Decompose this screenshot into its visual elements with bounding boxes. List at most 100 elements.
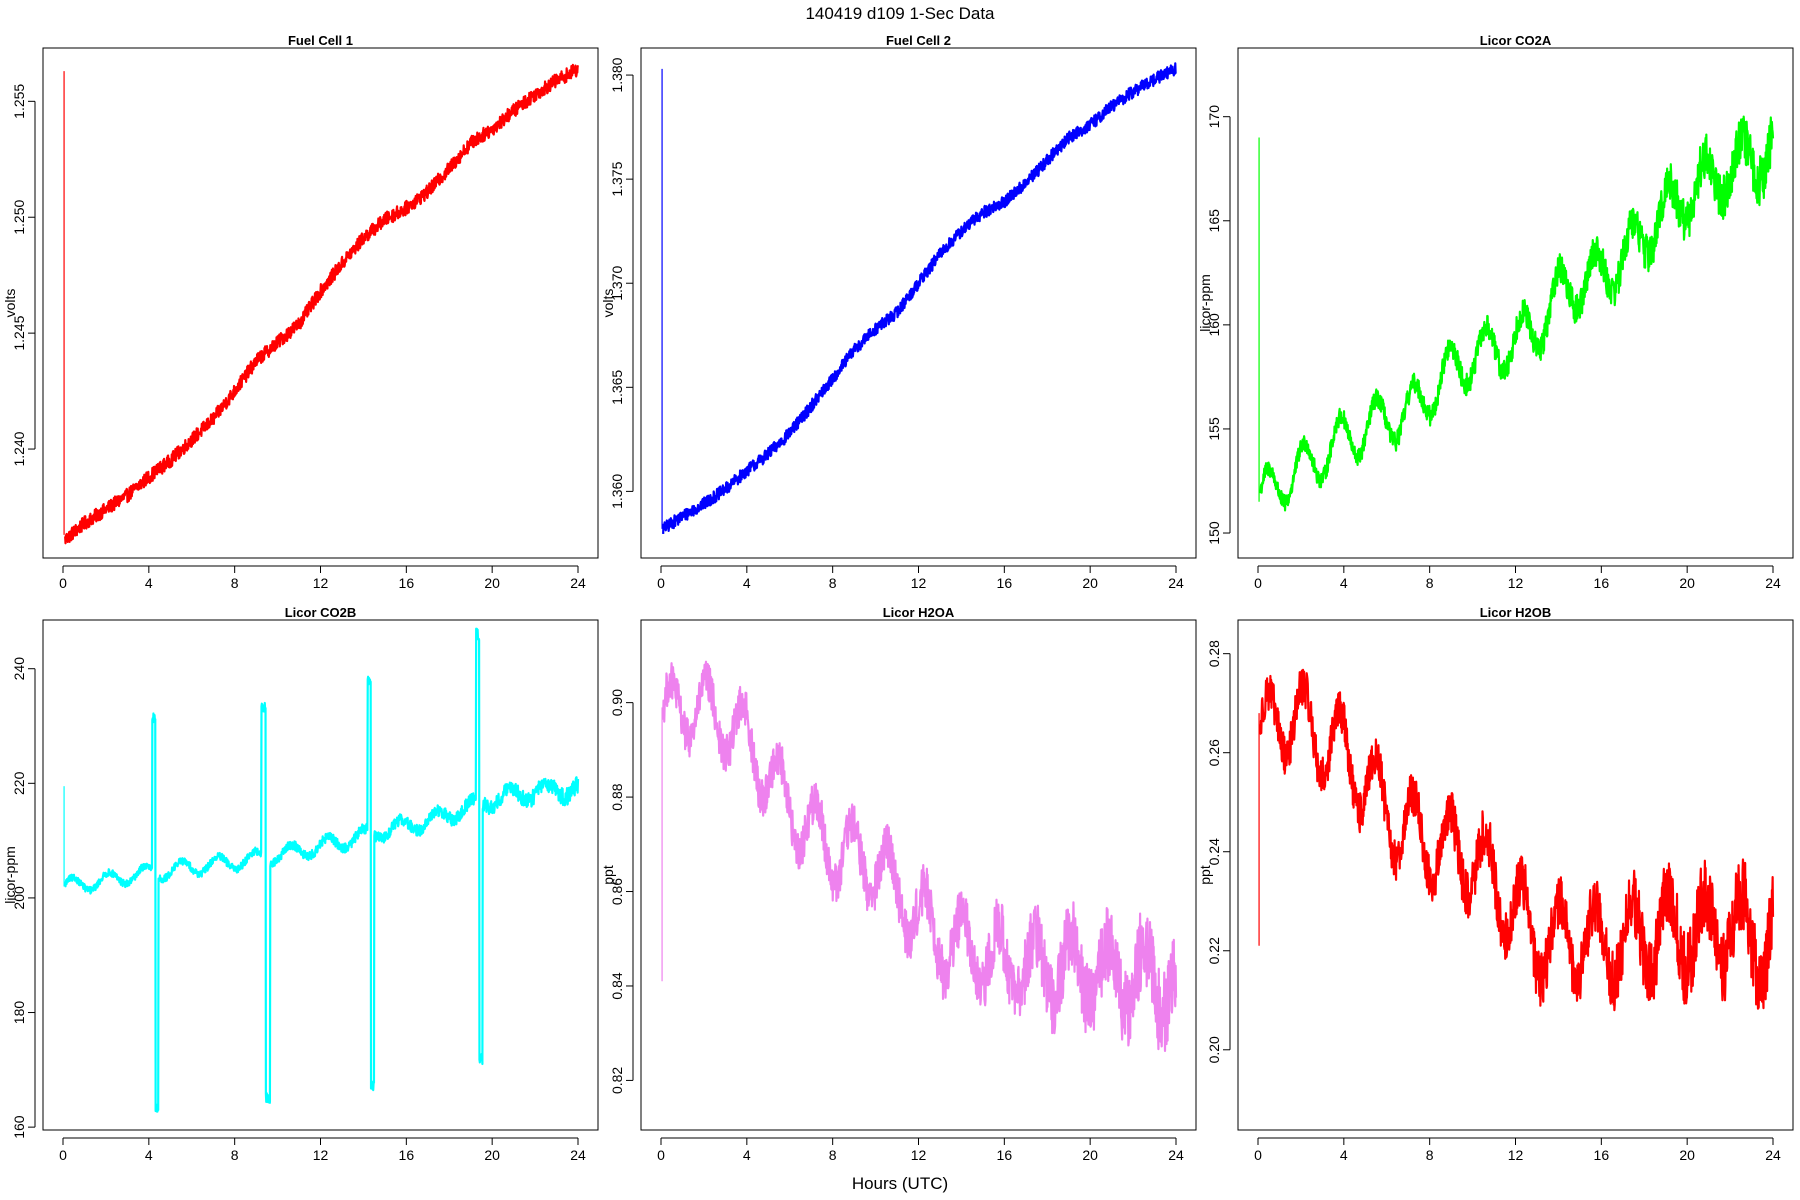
x-tick-label: 0 bbox=[59, 575, 67, 591]
x-axis: 0 4 8 12 16 20 24 bbox=[1254, 565, 1781, 591]
y-tick-label: 0.22 bbox=[1206, 937, 1222, 964]
x-tick-label: 20 bbox=[484, 1147, 500, 1163]
x-tick-label: 0 bbox=[1254, 1147, 1262, 1163]
x-tick-label: 24 bbox=[1168, 1147, 1184, 1163]
x-tick-label: 16 bbox=[997, 1147, 1013, 1163]
y-tick-label: 155 bbox=[1206, 417, 1222, 441]
y-tick-label: 150 bbox=[1206, 521, 1222, 545]
x-tick-label: 4 bbox=[743, 575, 751, 591]
panel-title: Licor CO2B bbox=[285, 605, 357, 620]
plot-frame bbox=[42, 619, 599, 1131]
series-line bbox=[662, 62, 1177, 534]
series-line bbox=[64, 627, 580, 1113]
y-axis: 150 155 160 165 170 bbox=[1206, 105, 1231, 545]
y-axis-label: ppt bbox=[600, 865, 616, 885]
series-group bbox=[63, 627, 580, 1113]
y-axis-label: ppt bbox=[1197, 865, 1213, 885]
panel-title: Fuel Cell 2 bbox=[886, 33, 951, 48]
series-line bbox=[64, 63, 580, 545]
x-tick-label: 24 bbox=[570, 575, 586, 591]
y-tick-label: 1.255 bbox=[11, 84, 27, 119]
x-tick-label: 8 bbox=[1426, 1147, 1434, 1163]
x-tick-label: 0 bbox=[657, 1147, 665, 1163]
x-tick-label: 24 bbox=[1765, 575, 1781, 591]
x-axis: 0 4 8 12 16 20 24 bbox=[59, 565, 586, 591]
y-axis: 0.20 0.22 0.24 0.26 0.28 bbox=[1206, 640, 1231, 1063]
series-line bbox=[1259, 668, 1775, 1012]
y-axis-label: licor-ppm bbox=[2, 846, 18, 904]
y-tick-label: 0.82 bbox=[609, 1067, 625, 1094]
figure-title: 140419 d109 1-Sec Data bbox=[805, 4, 995, 23]
y-tick-label: 0.26 bbox=[1206, 739, 1222, 766]
x-tick-label: 20 bbox=[1082, 575, 1098, 591]
chart-panel-6: Licor H2OB ppt 0 4 8 12 16 20 24 0.20 0.22 0.24 0.26… bbox=[1197, 605, 1794, 1163]
x-tick-label: 16 bbox=[399, 1147, 415, 1163]
x-tick-label: 8 bbox=[231, 575, 239, 591]
x-tick-label: 20 bbox=[1679, 575, 1695, 591]
x-tick-label: 4 bbox=[145, 575, 153, 591]
x-tick-label: 16 bbox=[1594, 1147, 1610, 1163]
chart-panel-5: Licor H2OA ppt 0 4 8 12 16 20 24 0.82 0.84 0.86 0.88… bbox=[600, 605, 1197, 1163]
y-axis: 160 180 200 220 240 bbox=[11, 657, 36, 1139]
plot-frame bbox=[640, 47, 1197, 559]
y-tick-label: 1.365 bbox=[609, 370, 625, 405]
x-tick-label: 20 bbox=[1082, 1147, 1098, 1163]
x-tick-label: 20 bbox=[1679, 1147, 1695, 1163]
panel-title: Licor H2OB bbox=[1480, 605, 1552, 620]
x-tick-label: 4 bbox=[743, 1147, 751, 1163]
y-tick-label: 0.84 bbox=[609, 972, 625, 999]
x-tick-label: 4 bbox=[145, 1147, 153, 1163]
y-axis-label: licor-ppm bbox=[1197, 274, 1213, 332]
plot-frame bbox=[1237, 619, 1794, 1131]
x-tick-label: 0 bbox=[657, 575, 665, 591]
x-axis: 0 4 8 12 16 20 24 bbox=[657, 565, 1184, 591]
y-tick-label: 1.250 bbox=[11, 200, 27, 235]
y-tick-label: 1.370 bbox=[609, 265, 625, 300]
y-tick-label: 160 bbox=[11, 1115, 27, 1139]
y-tick-label: 1.360 bbox=[609, 474, 625, 509]
y-axis: 0.82 0.84 0.86 0.88 0.90 bbox=[609, 689, 634, 1094]
y-tick-label: 1.380 bbox=[609, 57, 625, 92]
panel-title: Licor H2OA bbox=[883, 605, 955, 620]
x-axis: 0 4 8 12 16 20 24 bbox=[657, 1137, 1184, 1163]
x-tick-label: 20 bbox=[484, 575, 500, 591]
x-tick-label: 8 bbox=[829, 575, 837, 591]
series-line bbox=[1259, 115, 1775, 512]
x-tick-label: 4 bbox=[1340, 1147, 1348, 1163]
x-tick-label: 8 bbox=[1426, 575, 1434, 591]
y-tick-label: 1.375 bbox=[609, 161, 625, 196]
chart-panel-4: Licor CO2B licor-ppm 0 4 8 12 16 20 24 160 180 200 2… bbox=[2, 605, 599, 1163]
x-axis: 0 4 8 12 16 20 24 bbox=[1254, 1137, 1781, 1163]
panel-title: Fuel Cell 1 bbox=[288, 33, 353, 48]
x-tick-label: 8 bbox=[231, 1147, 239, 1163]
x-tick-label: 16 bbox=[399, 575, 415, 591]
y-tick-label: 0.90 bbox=[609, 689, 625, 716]
x-axis-label: Hours (UTC) bbox=[852, 1174, 948, 1193]
plot-frame bbox=[640, 619, 1197, 1131]
series-group bbox=[63, 63, 580, 545]
series-group bbox=[661, 660, 1178, 1052]
y-tick-label: 200 bbox=[11, 886, 27, 910]
x-tick-label: 24 bbox=[1765, 1147, 1781, 1163]
x-tick-label: 24 bbox=[1168, 575, 1184, 591]
series-group bbox=[1258, 115, 1775, 512]
y-tick-label: 180 bbox=[11, 1001, 27, 1025]
y-tick-label: 160 bbox=[1206, 313, 1222, 337]
x-tick-label: 12 bbox=[911, 1147, 927, 1163]
x-tick-label: 0 bbox=[59, 1147, 67, 1163]
plot-frame bbox=[42, 47, 599, 559]
y-axis-label: volts bbox=[600, 289, 616, 318]
y-tick-label: 0.86 bbox=[609, 878, 625, 905]
x-tick-label: 16 bbox=[1594, 575, 1610, 591]
x-tick-label: 12 bbox=[313, 575, 329, 591]
y-tick-label: 0.88 bbox=[609, 783, 625, 810]
series-group bbox=[661, 62, 1177, 534]
x-tick-label: 8 bbox=[829, 1147, 837, 1163]
y-tick-label: 1.245 bbox=[11, 315, 27, 350]
panel-title: Licor CO2A bbox=[1480, 33, 1552, 48]
